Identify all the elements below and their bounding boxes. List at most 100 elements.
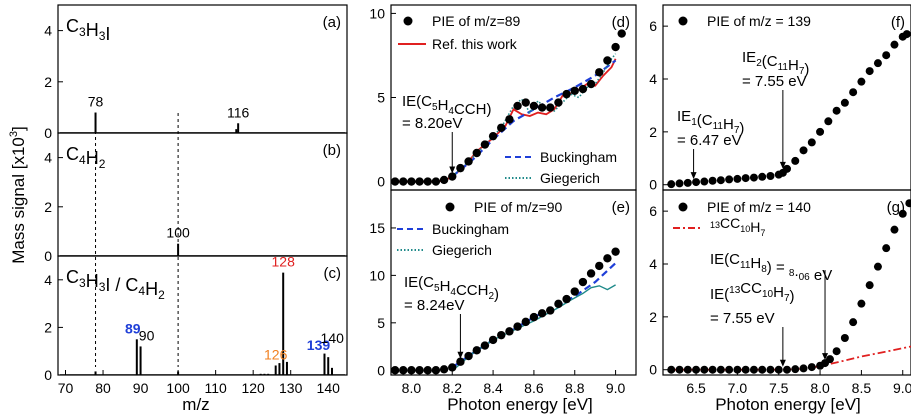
data-point (578, 277, 588, 287)
x-tick-label: 120 (241, 380, 265, 396)
data-label: 116 (227, 104, 250, 120)
data-point (791, 156, 800, 165)
data-point (513, 101, 522, 111)
data-point (683, 178, 692, 187)
data-label: 100 (166, 225, 190, 241)
data-point (546, 103, 555, 112)
data-point (865, 281, 874, 290)
data-point (464, 351, 473, 361)
data-label: 139 (307, 337, 331, 353)
mz-xlabel: m/z (182, 395, 209, 414)
data-point (603, 56, 612, 65)
y-tick-label: 4 (44, 272, 52, 288)
data-point (882, 244, 891, 253)
data-point (529, 312, 539, 322)
data-point (423, 366, 432, 375)
legend-text: Buckingham (432, 221, 509, 237)
x-tick-label: 8.0 (810, 380, 830, 396)
data-point (675, 365, 684, 374)
legend-point (678, 202, 688, 212)
data-point (407, 177, 416, 186)
data-label: 78 (88, 94, 104, 110)
legend-point (403, 16, 413, 26)
x-tick-label: 140 (317, 380, 341, 396)
data-point (415, 366, 424, 375)
ie-annotation: IE(C11H8) = 8.06 eV (710, 251, 832, 284)
compound-label: C3H3I (66, 16, 110, 44)
data-point (611, 42, 620, 52)
panel-frame (662, 189, 911, 376)
data-point (840, 334, 849, 342)
data-point (578, 84, 588, 94)
ie-arrow-head (822, 353, 829, 361)
data-point (882, 51, 891, 60)
data-point (488, 335, 498, 345)
data-point (741, 174, 750, 183)
y-tick-label: 2 (44, 319, 52, 335)
y-tick-label: 4 (44, 23, 52, 39)
x-tick-label: 7.0 (728, 380, 748, 396)
ie-annotation: IE(C5H4CCH2) (404, 274, 499, 303)
panel-label: (a) (323, 14, 341, 31)
data-point (898, 209, 907, 218)
panel-f: 0 2 4 6 (f) PIE of m/z = 139 IE1(C11H7)= 6.47 … (649, 4, 911, 193)
data-point (816, 127, 825, 136)
data-point (783, 365, 791, 374)
data-point (570, 287, 579, 296)
y-tick-label: 0 (649, 362, 657, 378)
panel-frame (662, 4, 911, 191)
y-tick-label: 0 (649, 177, 657, 193)
data-point (708, 176, 717, 185)
data-point (586, 269, 596, 278)
data-point (700, 365, 709, 374)
y-tick-label: 4 (44, 150, 52, 166)
legend-point (678, 16, 688, 26)
data-point (733, 365, 742, 374)
x-tick-label: 8.6 (524, 380, 544, 396)
x-tick-label: 9.0 (606, 380, 626, 396)
y-tick-label: 15 (369, 220, 385, 236)
data-point (456, 357, 465, 366)
data-label: 128 (272, 254, 296, 270)
legend-text: 13CC10H7 (710, 215, 765, 238)
data-point (488, 131, 498, 141)
ie-annotation: IE1(C11H7) (677, 108, 744, 137)
y-tick-label: 5 (377, 90, 385, 106)
data-label: 90 (139, 327, 155, 343)
data-point (849, 88, 858, 97)
y-tick-label: 4 (649, 256, 657, 272)
data-point (472, 148, 481, 158)
ie-arrow-head (779, 359, 786, 367)
data-point (595, 68, 604, 77)
data-point (890, 225, 899, 234)
data-point (675, 179, 684, 188)
data-point (733, 174, 742, 183)
ie-annotation-value: = 7.55 eV (710, 310, 775, 327)
data-point (857, 299, 866, 308)
panel-label: (d) (612, 14, 630, 31)
data-point (497, 123, 506, 132)
data-point (521, 317, 530, 327)
data-point (873, 262, 882, 271)
x-tick-label: 110 (204, 380, 227, 396)
y-tick-label: 4 (649, 71, 657, 87)
data-point (749, 365, 758, 374)
compound-label: C3H3I / C4H2 (66, 267, 165, 302)
data-point (774, 365, 783, 374)
x-tick-label: 6.5 (686, 380, 706, 396)
data-point (824, 117, 833, 126)
y-tick-label: 0 (377, 362, 385, 378)
data-point (716, 176, 725, 185)
data-point (603, 254, 612, 263)
data-point (415, 177, 424, 186)
ie-annotation-value: = 6.47 eV (677, 132, 742, 149)
panel-a: 0 2 4 (a) 78 116 C3H3I (44, 4, 348, 141)
data-point (758, 365, 767, 374)
data-point (865, 67, 874, 76)
data-point (554, 98, 563, 107)
ie-annotation-value: = 7.55 eV (742, 73, 807, 90)
